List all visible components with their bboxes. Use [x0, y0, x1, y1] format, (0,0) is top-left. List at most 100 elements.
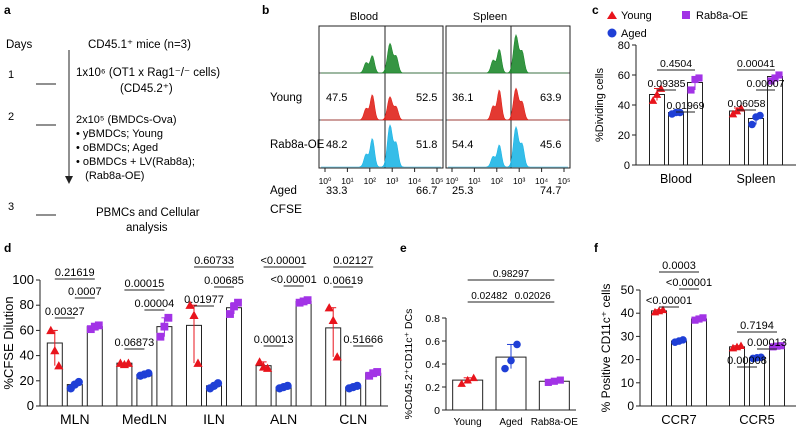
point-blood-young [648, 96, 658, 104]
cfse-x-tick-label: 10⁵ [431, 176, 444, 186]
bar-iln-rab8a-oe [226, 307, 242, 407]
pvalue-label: <0.00001 [271, 274, 317, 286]
step-1-line-2: 1x10⁶ (OT1 x Rag1⁻/⁻ cells) [76, 67, 220, 79]
histogram-aged-spleen [448, 125, 568, 168]
blood-plot-frame [318, 25, 444, 169]
pvalue-label: 0.00327 [45, 306, 85, 318]
point-aged [507, 356, 515, 365]
bar-ccr7-young [651, 310, 667, 407]
category-label-iln: ILN [203, 411, 225, 427]
y-tick-label: 40 [20, 348, 34, 363]
row-label-rab8a-oe: Rab8a-OE [270, 139, 325, 151]
point-cln-young [328, 315, 338, 324]
cfse-x-tick-label: 10⁴ [535, 176, 548, 186]
point-ccr7-rab8a-oe [695, 315, 703, 323]
point-ccr7-aged [679, 336, 687, 344]
spleen-young-left-pct: 36.1 [452, 92, 473, 104]
pvalue-label: 0.0007 [68, 286, 102, 298]
category-label-spleen: Spleen [737, 172, 776, 186]
point-blood-rab8a-oe [687, 86, 695, 94]
point-ccr7-rab8a-oe [691, 316, 699, 324]
y-tick-label: 20 [618, 130, 630, 142]
pvalue-label: 0.00619 [323, 275, 363, 287]
pvalue-label: 0.00685 [204, 275, 244, 287]
point-spleen-young [736, 103, 746, 112]
point-mln-aged [74, 377, 83, 387]
chart-e: 0 0.2 0.4 0.6 0.8 %CD45.2⁺CD11c⁺ DCs Young Aged… [403, 269, 578, 428]
y-axis-label: % Positive CD11c⁺ cells [599, 284, 613, 413]
point-mln-young [50, 345, 60, 355]
point-mln-rab8a-oe [86, 325, 95, 334]
histogram-rab8a-oe-spleen [448, 87, 568, 121]
y-tick-label: 60 [20, 322, 34, 337]
y-tick-label: 0 [624, 160, 630, 172]
pvalue-label: 0.51666 [343, 334, 383, 346]
step-2-line-4: • oBMDCs + LV(Rab8a); [76, 156, 195, 168]
panel-b-histograms: Blood Spleen Young Rab8a-OE Aged CFSE 47… [270, 11, 571, 216]
point-iln-young [185, 300, 195, 309]
pvalue-label: 0.06058 [728, 98, 766, 110]
point-iln-rab8a-oe [234, 298, 242, 307]
spleen-young-right-pct: 63.9 [540, 92, 561, 104]
point-iln-aged [213, 379, 223, 388]
y-tick-label: 20 [20, 373, 34, 388]
category-label-medln: MedLN [122, 411, 167, 427]
cfse-x-tick-label: 10⁰ [446, 176, 459, 186]
point-iln-young [193, 358, 203, 367]
bar-blood-aged [668, 112, 684, 166]
point-iln-rab8a-oe [226, 310, 234, 318]
point-spleen-aged [756, 111, 764, 120]
legend: Young Rab8a-OE Aged [607, 10, 748, 40]
bar-ccr7-rab8a-oe [691, 318, 707, 407]
spleen-rab8a-left-pct: 54.4 [452, 139, 473, 151]
bar-ccr7-aged [671, 340, 687, 407]
cfse-axis-label: CFSE [270, 202, 302, 216]
point-iln-young [189, 310, 199, 319]
pvalue-label: 0.4504 [660, 58, 692, 70]
bar-spleen-young [729, 110, 745, 166]
pvalue-label: 0.01969 [667, 100, 705, 112]
bar-mln-rab8a-oe [86, 326, 103, 407]
point-blood-young [652, 90, 662, 98]
point-mln-rab8a-oe [90, 322, 99, 331]
point-blood-rab8a-oe [691, 75, 699, 84]
pvalue-label: 0.60733 [194, 255, 234, 267]
spleen-plot-frame [445, 25, 571, 169]
point-spleen-rab8a-oe [767, 77, 775, 85]
y-axis-label: %Dividing cells [594, 68, 606, 142]
point-medln-aged [144, 369, 153, 378]
point-rab8a-oe [556, 376, 564, 384]
point-cln-young [324, 303, 334, 312]
pvalue-label: 0.00013 [254, 334, 294, 346]
day-3-label: 3 [8, 201, 14, 213]
histogram-rab8a-oe-blood [321, 94, 441, 121]
point-cln-young [332, 352, 342, 361]
y-tick-label: 0 [627, 399, 634, 413]
category-label-ccr7: CCR7 [661, 412, 696, 427]
panel-letter-c: c [592, 3, 599, 17]
legend-aged-circle [607, 28, 617, 38]
legend-rab8a-label: Rab8a-OE [696, 10, 748, 22]
y-tick-label: 10 [621, 376, 635, 390]
y-tick-label: 0 [434, 405, 440, 417]
step-2-line-2: • yBMDCs; Young [76, 128, 163, 140]
point-medln-rab8a-oe [160, 322, 169, 331]
y-tick-label: 20 [621, 353, 635, 367]
y-tick-label: 80 [20, 297, 34, 312]
point-ccr7-young [658, 305, 668, 314]
point-spleen-rab8a-oe [771, 74, 779, 82]
y-axis-label: %CFSE Dilution [1, 296, 16, 389]
chart-d: 0 20 40 60 80 100 %CFSE Dilution MLN MedLN ILN ALN… [1, 255, 388, 427]
bar-medln-young [116, 362, 133, 407]
point-aged [501, 364, 509, 373]
pvalue-label: 0.02127 [333, 255, 373, 267]
blood-aged-right-pct: 66.7 [416, 185, 437, 197]
step-3-line-2: analysis [126, 222, 168, 234]
point-cln-rab8a-oe [373, 368, 382, 376]
cfse-x-tick-label: 10¹ [341, 176, 353, 186]
blood-rab8a-right-pct: 51.8 [416, 139, 437, 151]
point-medln-rab8a-oe [164, 313, 173, 322]
blood-young-right-pct: 52.5 [416, 92, 437, 104]
step-1-line-3: (CD45.2⁺) [120, 83, 173, 95]
